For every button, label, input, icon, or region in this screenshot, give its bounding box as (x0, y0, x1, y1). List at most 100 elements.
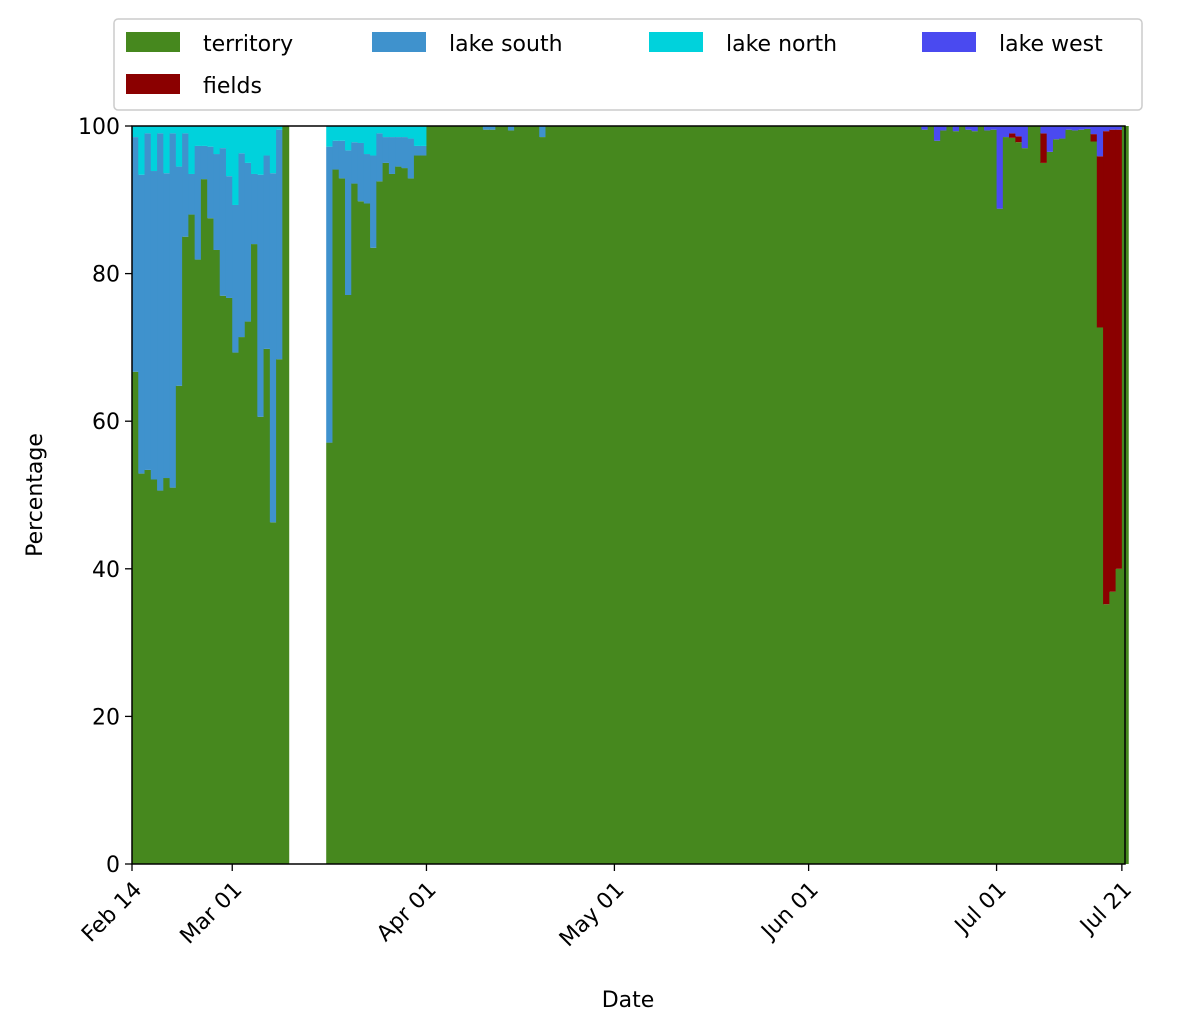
bar-segment-lake-north (338, 126, 346, 141)
bar-segment-territory (150, 479, 158, 864)
bar-segment-territory (708, 126, 716, 864)
bar-segment-territory (1090, 141, 1098, 864)
bar-segment-territory (570, 126, 578, 864)
bar-segment-lake-south (213, 154, 221, 250)
bar-segment-territory (852, 126, 860, 864)
bar-segment-lake-south (420, 145, 428, 156)
bar-segment-lake-north (382, 126, 390, 138)
bar-segment-lake-north (194, 126, 202, 146)
bar-segment-territory (752, 126, 760, 864)
bar-segment-territory (946, 126, 954, 864)
bar-segment-territory (188, 214, 196, 864)
bar-segment-lake-south (251, 173, 258, 245)
bar-segment-lake-north (169, 126, 177, 134)
x-tick-label: Feb 14 (77, 877, 147, 947)
bar-segment-lake-north (351, 126, 359, 143)
bar-segment-lake-north (150, 126, 158, 172)
bar-segment-territory (771, 126, 778, 864)
bar-segment-lake-south (332, 140, 340, 170)
bar-segment-territory (482, 129, 490, 864)
bar-segment-territory (871, 126, 879, 864)
bar-segment-territory (877, 126, 885, 864)
bar-segment-lake-south (144, 133, 152, 470)
bar-segment-territory (438, 126, 446, 864)
bar-segment-territory (745, 126, 753, 864)
bar-segment-lake-west (1090, 126, 1098, 135)
x-tick-label: May 01 (555, 877, 630, 952)
bar-segment-territory (539, 137, 547, 864)
bar-segment-lake-south (507, 126, 515, 131)
bar-segment-lake-south (175, 166, 183, 386)
bar-segment-territory (990, 129, 998, 864)
bar-segment-territory (614, 126, 622, 864)
bar-segment-territory (683, 126, 691, 864)
legend-swatch (126, 74, 180, 94)
y-tick-label: 0 (106, 853, 120, 878)
y-tick-label: 60 (92, 410, 120, 435)
bar-segment-lake-north (225, 126, 233, 177)
bar-segment-lake-north (132, 126, 139, 138)
bar-segment-territory (733, 126, 741, 864)
bar-segment-lake-south (207, 146, 215, 219)
bar-segment-lake-south (157, 133, 164, 491)
bar-segment-lake-north (263, 126, 271, 156)
x-tick-label: Jul 21 (1074, 877, 1137, 940)
bar-segment-territory (595, 126, 603, 864)
legend-label: territory (203, 32, 293, 57)
bar-segment-territory (495, 126, 503, 864)
bar-segment-territory (714, 126, 722, 864)
bar-segment-lake-south (326, 146, 334, 443)
bar-segment-territory (583, 126, 590, 864)
bar-segment-territory (1040, 162, 1048, 864)
bar-segment-lake-south (407, 138, 415, 179)
bar-segment-lake-north (413, 126, 421, 146)
x-tick-label: Mar 01 (176, 877, 248, 949)
bar-segment-lake-south (388, 137, 396, 174)
bar-segment-territory (251, 244, 258, 864)
bar-segment-territory (695, 126, 703, 864)
bar-segment-territory (194, 259, 202, 865)
bar-segment-lake-south (132, 137, 139, 372)
bar-segment-lake-west (1059, 126, 1067, 139)
x-tick-label: Jul 01 (949, 877, 1012, 940)
bar-segment-territory (238, 337, 246, 864)
bar-segment-territory (382, 162, 390, 864)
bar-segment-territory (476, 126, 484, 864)
legend-label: lake south (449, 32, 563, 57)
bar-segment-lake-south (194, 145, 202, 260)
bar-segment-fields (1009, 133, 1016, 138)
bar-segment-territory (200, 179, 208, 864)
bar-segment-lake-west (996, 126, 1004, 209)
bar-segment-territory (413, 155, 421, 864)
bar-segment-territory (758, 126, 766, 864)
bar-segment-territory (814, 126, 822, 864)
bar-segment-lake-south (188, 173, 196, 215)
bar-segment-lake-north (326, 126, 334, 147)
bar-segment-territory (608, 126, 615, 864)
bar-segment-lake-west (1078, 126, 1085, 130)
bar-segment-lake-north (163, 126, 171, 174)
bar-segment-territory (821, 126, 829, 864)
bar-segment-territory (507, 130, 515, 864)
bar-segment-territory (376, 181, 384, 865)
bar-segment-lake-north (144, 126, 152, 134)
bar-segment-lake-west (984, 126, 991, 131)
bar-segment-territory (144, 469, 152, 864)
bar-segment-lake-south (244, 162, 252, 322)
bar-segment-territory (639, 126, 647, 864)
bar-segment-territory (971, 131, 979, 865)
bar-segment-lake-south (263, 155, 271, 349)
bar-segment-fields (1040, 133, 1048, 163)
bar-segment-territory (1027, 126, 1035, 864)
bar-segment-territory (927, 126, 935, 864)
bar-segment-lake-north (157, 126, 164, 134)
bar-segment-territory (520, 126, 528, 864)
bar-segment-territory (808, 126, 816, 864)
bar-segment-territory (846, 126, 854, 864)
bar-segment-territory (940, 130, 948, 864)
bar-segment-territory (633, 126, 641, 864)
bar-segment-territory (689, 126, 697, 864)
bar-segment-lake-south (482, 126, 490, 130)
bar-segment-territory (664, 126, 672, 864)
bar-segment-territory (457, 126, 465, 864)
